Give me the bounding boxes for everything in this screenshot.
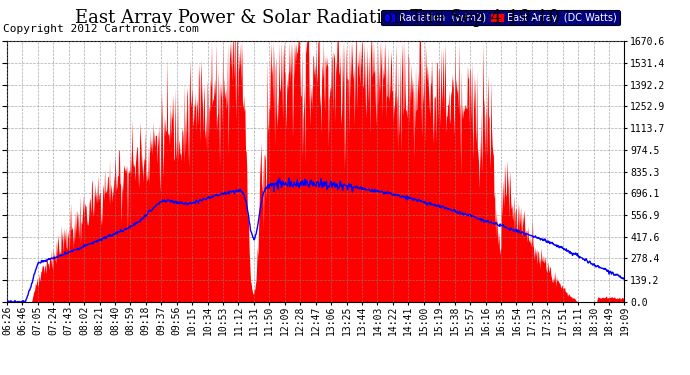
Legend: Radiation  (w/m2), East Array  (DC Watts): Radiation (w/m2), East Array (DC Watts) <box>381 10 620 26</box>
Text: Copyright 2012 Cartronics.com: Copyright 2012 Cartronics.com <box>3 24 199 34</box>
Text: East Array Power & Solar Radiation Tue Sep 4 19:10: East Array Power & Solar Radiation Tue S… <box>75 9 560 27</box>
